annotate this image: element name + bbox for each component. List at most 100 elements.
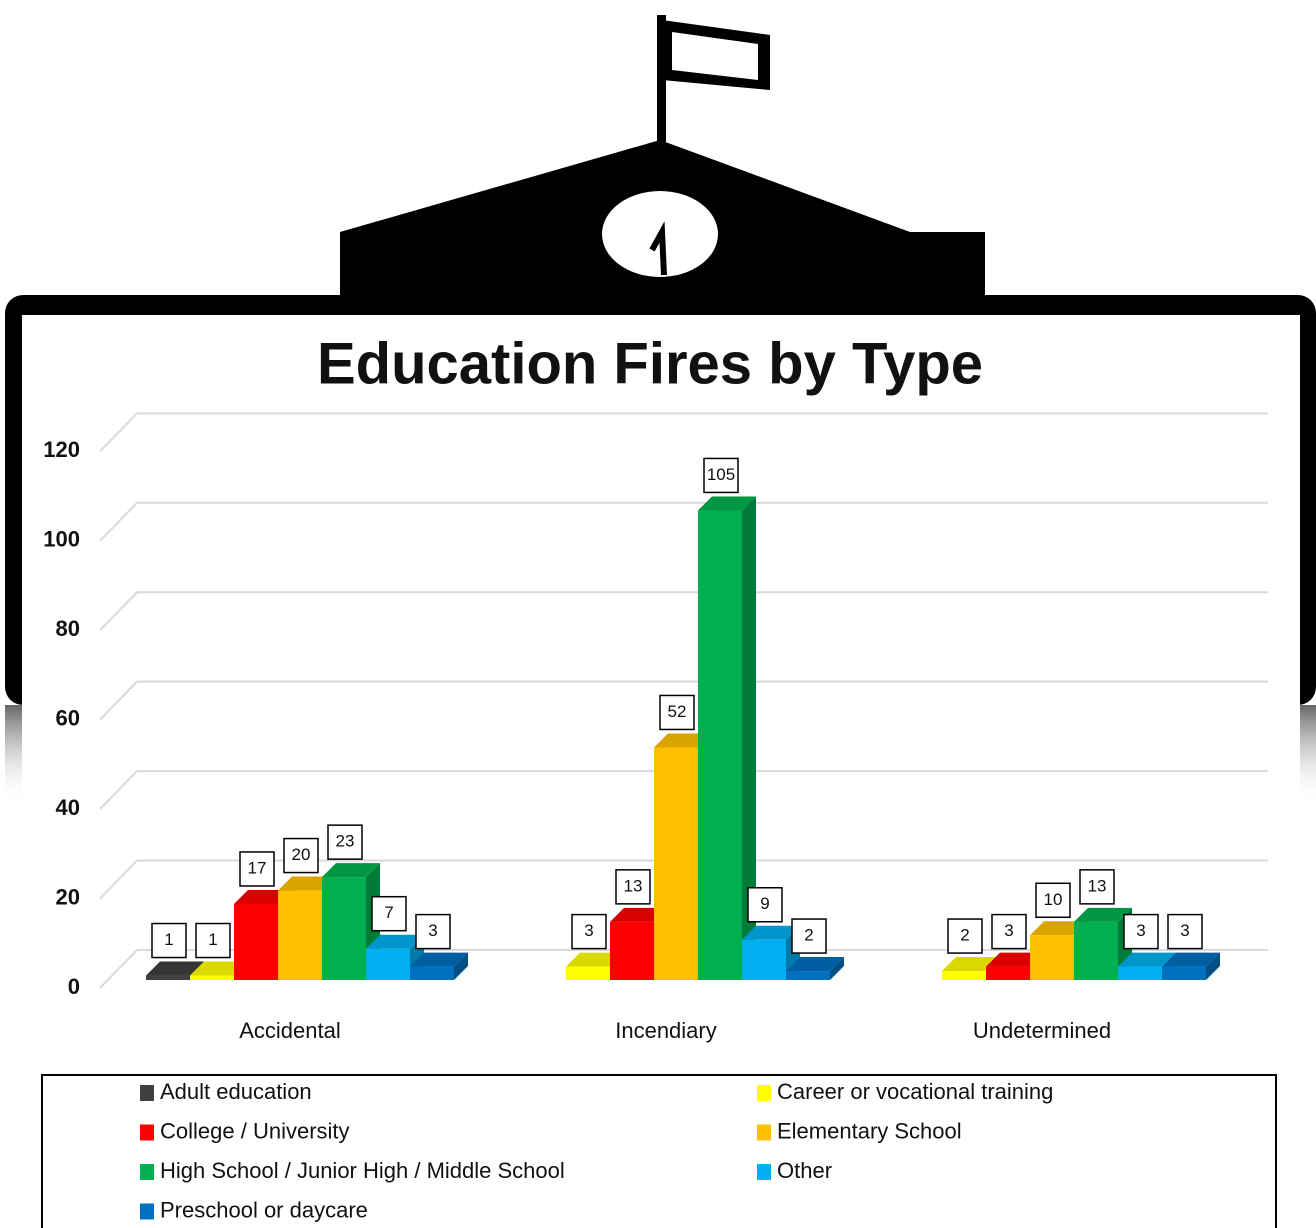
y-tick-label: 80 (56, 616, 80, 641)
bar-top (610, 907, 668, 922)
x-tick-label: Undetermined (973, 1018, 1111, 1043)
legend-label: Preschool or daycare (160, 1197, 368, 1222)
y-tick-label: 100 (43, 527, 80, 552)
data-label-box (615, 869, 651, 905)
bar-top (1074, 907, 1132, 922)
bar (234, 903, 278, 980)
y-tick-label: 60 (56, 705, 80, 730)
legend-label: High School / Junior High / Middle Schoo… (160, 1158, 565, 1183)
legend-swatch (140, 1085, 154, 1101)
bar-top (698, 496, 756, 511)
data-label-box (1035, 882, 1071, 919)
bar-top (234, 889, 292, 904)
legend-swatch (757, 1124, 771, 1141)
data-label: 23 (336, 832, 355, 851)
bar-side (1206, 952, 1220, 980)
data-label: 10 (1044, 890, 1063, 909)
bar-top (654, 733, 712, 748)
bar-top (278, 876, 336, 891)
data-label-box (283, 837, 319, 874)
legend-swatch (140, 1124, 154, 1141)
data-label-box (239, 851, 275, 887)
bar (742, 939, 786, 980)
data-label: 9 (760, 894, 769, 913)
legend-swatch (140, 1164, 154, 1180)
data-label-box (371, 895, 407, 932)
bar (278, 890, 322, 980)
data-label: 3 (428, 921, 437, 940)
data-label-box (703, 457, 739, 494)
bar-top (1118, 952, 1176, 967)
y-tick-label: 0 (68, 974, 80, 999)
data-label: 3 (1180, 921, 1189, 940)
bar-top (146, 961, 204, 976)
data-label-box (991, 913, 1027, 950)
data-label-box (947, 918, 983, 954)
data-label: 17 (248, 858, 267, 877)
data-label-box (1167, 913, 1203, 950)
data-label: 1 (164, 930, 173, 949)
data-label: 1 (208, 930, 217, 949)
data-label-box (1123, 913, 1159, 950)
legend-label: College / University (160, 1118, 350, 1143)
bar-top (322, 863, 380, 878)
grid-line (99, 859, 1268, 900)
grid-line (99, 770, 1268, 810)
bar-top (1030, 921, 1088, 936)
grid-line (99, 949, 1268, 989)
y-tick-label: 40 (56, 795, 80, 820)
data-label-box (747, 887, 783, 923)
data-label: 13 (1088, 876, 1107, 895)
chart-title: Education Fires by Type (317, 331, 983, 396)
legend-swatch (140, 1203, 154, 1220)
data-label-box (195, 922, 231, 959)
bar-top (786, 957, 844, 972)
legend-label: Other (777, 1158, 832, 1183)
data-label-box (659, 694, 695, 731)
data-label-box (415, 913, 451, 950)
bar (190, 975, 234, 980)
bar-side (742, 496, 756, 980)
bar (698, 510, 742, 980)
bar (986, 966, 1030, 980)
data-label: 2 (960, 926, 969, 945)
data-label: 13 (624, 876, 643, 895)
data-label: 52 (668, 702, 687, 721)
bar (1030, 935, 1074, 980)
bar-top (942, 957, 1000, 972)
data-label: 3 (1136, 921, 1145, 940)
data-label: 2 (804, 926, 813, 945)
data-label-box (571, 913, 607, 950)
bar-top (986, 952, 1044, 967)
grid-line (99, 591, 1268, 631)
bar-side (454, 952, 468, 980)
bar (610, 921, 654, 980)
y-tick-label: 20 (56, 884, 80, 909)
bar-top (190, 961, 248, 976)
legend-swatch (757, 1085, 771, 1101)
bar (146, 975, 190, 980)
bar-top (366, 934, 424, 949)
bar (410, 966, 454, 980)
data-label-box (791, 918, 827, 954)
grid-line (99, 501, 1268, 542)
bar (322, 877, 366, 980)
data-label: 3 (584, 921, 593, 940)
x-tick-label: Incendiary (615, 1018, 717, 1043)
x-tick-label: Accidental (239, 1018, 341, 1043)
legend-label: Adult education (160, 1079, 312, 1104)
bar-side (830, 957, 844, 980)
y-tick-label: 120 (43, 437, 80, 462)
bar (1118, 966, 1162, 980)
bar (1074, 921, 1118, 980)
bar-top (742, 925, 800, 940)
data-label-box (1079, 869, 1115, 905)
legend-swatch (757, 1164, 771, 1180)
data-label-box (151, 922, 187, 959)
legend-box (41, 1074, 1277, 1228)
data-label: 20 (292, 845, 311, 864)
bar-top (566, 952, 624, 967)
bar (654, 747, 698, 980)
data-label-box (327, 824, 363, 860)
